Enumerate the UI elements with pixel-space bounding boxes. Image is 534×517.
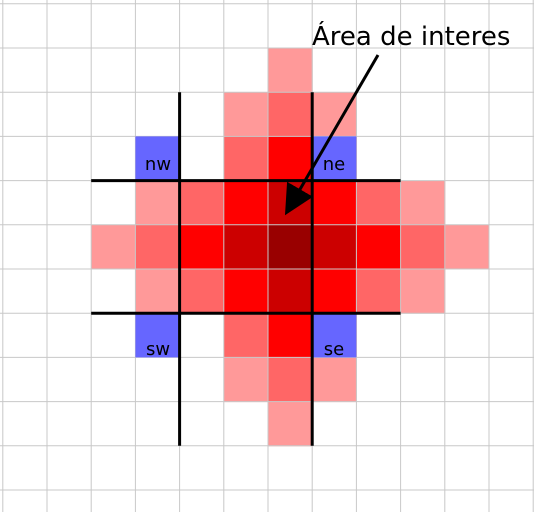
heatmap-cell [400, 180, 446, 226]
heatmap-cell [223, 136, 269, 182]
heatmap-cell [223, 313, 269, 358]
heatmap-cell [223, 269, 269, 314]
heatmap-cells [91, 48, 490, 447]
heatmap-cell [268, 224, 313, 270]
heatmap-cell [312, 224, 357, 270]
heatmap-cell [179, 180, 225, 226]
heatmap-cell [268, 357, 313, 403]
heatmap-cell [400, 269, 446, 314]
region-borders [91, 92, 401, 446]
heatmap-cell [135, 269, 181, 314]
corner-cells [135, 136, 357, 358]
heatmap-cell [135, 224, 181, 270]
heatmap-cell [268, 136, 313, 182]
pointer-arrow [284, 54, 380, 216]
heatmap-cell [400, 224, 446, 270]
heatmap-cell [356, 269, 402, 314]
heatmap-cell [356, 180, 402, 226]
heatmap-cell [223, 357, 269, 403]
label-sw: sw [146, 339, 170, 360]
title: Área de interes [312, 20, 510, 52]
heatmap-cell [268, 401, 313, 447]
quadrant-labels: nw ne sw se [145, 154, 345, 360]
heatmap-cell [268, 180, 313, 226]
heatmap-cell [179, 269, 225, 314]
heatmap-cell [268, 313, 313, 358]
heatmap-cell [356, 224, 402, 270]
heatmap-cell [312, 269, 357, 314]
heatmap-cell [268, 92, 313, 137]
label-nw: nw [145, 154, 171, 175]
heatmap-cell [223, 180, 269, 226]
heatmap-cell [135, 180, 181, 226]
corner-se [312, 313, 357, 358]
heatmap-cell [179, 224, 225, 270]
corner-sw [135, 313, 180, 358]
heatmap-cell [444, 224, 490, 270]
heatmap-cell [268, 48, 313, 93]
label-ne: ne [323, 154, 345, 175]
heatmap-cell [223, 224, 269, 270]
heatmap-cell [91, 224, 136, 270]
corner-nw [135, 136, 180, 181]
heatmap-cell [312, 180, 357, 226]
label-se: se [324, 339, 344, 360]
heatmap-cell [312, 357, 357, 403]
heatmap-cell [223, 92, 269, 137]
heatmap-cell [268, 269, 313, 314]
